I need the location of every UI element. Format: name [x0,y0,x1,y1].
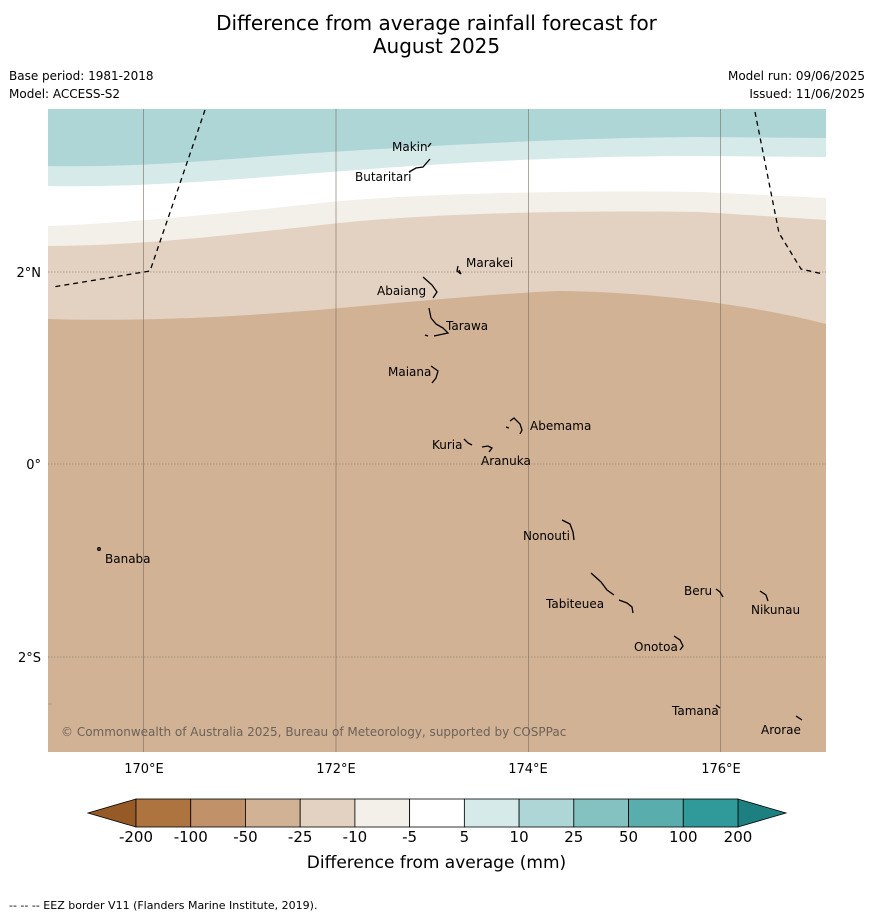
colorbar-segment [463,798,520,828]
island-tabiteuea-north [590,572,615,596]
island-aranuka [481,445,493,453]
colorbar-arrow-right [737,798,788,828]
colorbar-segment [409,798,465,828]
colorbar-tick-label: 200 [723,828,753,846]
model-name: Model: ACCESS-S2 [9,87,121,101]
island-coastlines [97,142,803,721]
label-marakei: Marakei [466,256,513,270]
island-nikunau [759,590,769,602]
lat-label-2s: 2°S [18,651,41,666]
issued-date: Issued: 11/06/2025 [749,87,865,101]
label-banaba: Banaba [105,552,151,566]
eez-border-west [52,109,206,288]
island-beru [715,588,724,598]
label-nonouti: Nonouti [523,529,570,543]
lon-label-176e: 176°E [701,762,741,777]
colorbar-segment [299,798,356,828]
island-kuria [463,438,473,446]
colorbar-segment [190,798,246,828]
colorbar-segment [573,798,629,828]
label-aranuka: Aranuka [481,454,531,468]
island-makin [427,142,432,148]
band-drier [48,291,826,752]
label-makin: Makin [392,140,428,154]
eez-border [52,109,824,288]
label-tarawa: Tarawa [445,319,488,333]
label-beru: Beru [684,584,712,598]
colorbar-segment [135,798,192,828]
colorbar-tick-label: -10 [342,828,368,846]
label-maiana: Maiana [388,365,431,379]
label-nikunau: Nikunau [751,603,800,617]
label-abaiang: Abaiang [377,284,426,298]
copyright-notice: © Commonwealth of Australia 2025, Bureau… [61,725,566,739]
label-tabiteuea: Tabiteuea [545,597,604,611]
colorbar-tick-label: 50 [618,828,639,846]
lon-label-174e: 174°E [508,762,548,777]
title-line-1: Difference from average rainfall forecas… [216,11,657,35]
colorbar-tick-label: -25 [287,828,313,846]
label-kuria: Kuria [432,438,463,452]
colorbar-tick-label: 100 [668,828,698,846]
island-marakei [456,265,462,275]
island-butaritari [408,158,431,173]
label-arorae: Arorae [761,723,801,737]
colorbar-segment [682,798,739,828]
colorbar-segment [245,798,301,828]
place-labels: Makin Butaritari Marakei Abaiang Tarawa … [105,140,801,737]
lon-axis-labels: 170°E 172°E 174°E 176°E [124,762,741,777]
title-line-2: August 2025 [372,34,501,58]
base-period: Base period: 1981-2018 [9,69,154,83]
lat-label-equator: 0° [26,458,41,473]
label-onotoa: Onotoa [634,640,678,654]
island-abemama-islet [505,426,510,429]
model-info: Base period: 1981-2018 Model: ACCESS-S2 [9,67,154,103]
island-tabiteuea-south [618,599,634,614]
island-arorae [795,715,803,721]
colorbar-arrow-left [86,798,137,828]
island-maiana [430,365,439,384]
colorbar-segment [518,798,575,828]
island-tamana [715,704,721,709]
rainfall-bands [48,109,826,752]
lon-label-170e: 170°E [124,762,164,777]
island-nonouti [561,519,575,541]
model-run-date: Model run: 09/06/2025 [727,69,865,83]
island-abemama [509,417,523,435]
colorbar-tick-labels: -200 -100 -50 -25 -10 -5 5 10 25 50 100 200 [0,828,873,848]
colorbar-tick-label: 10 [509,828,529,846]
island-tarawa [428,307,450,337]
colorbar-tick-label: -50 [233,828,258,846]
colorbar-segment [628,798,684,828]
colorbar-tick-label: -100 [173,828,208,846]
colorbar-label: Difference from average (mm) [306,853,567,873]
colorbar [86,798,788,828]
lat-label-2n: 2°N [17,266,42,281]
graticule [48,109,826,752]
colorbar-tick-label: -5 [402,828,418,846]
colorbar-segment [354,798,411,828]
map-title: Difference from average rainfall forecas… [0,12,873,58]
lon-label-172e: 172°E [316,762,356,777]
label-butaritari: Butaritari [355,170,412,184]
colorbar-tick-label: 25 [564,828,584,846]
island-onotoa [673,635,684,651]
eez-legend-note: -- -- -- EEZ border V11 (Flanders Marine… [9,899,318,912]
run-info: Model run: 09/06/2025 Issued: 11/06/2025 [728,67,865,103]
island-banaba [97,547,101,551]
island-tarawa-islet [424,334,429,337]
colorbar-tick-label: -200 [118,828,154,846]
label-tamana: Tamana [671,704,719,718]
island-abaiang [422,276,438,299]
lat-axis-labels: 2°N 0° 2°S [17,266,42,666]
eez-border-east [754,111,824,275]
colorbar-tick-label: 5 [459,828,470,846]
label-abemama: Abemama [530,419,591,433]
